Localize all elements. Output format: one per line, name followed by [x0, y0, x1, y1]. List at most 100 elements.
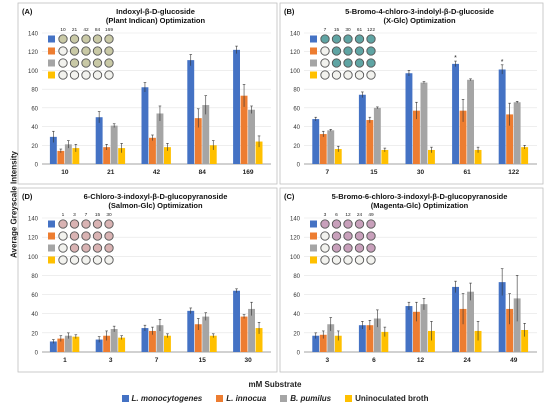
x-tick-label: 15 [370, 169, 378, 176]
well-circle [92, 243, 103, 253]
well-circle [92, 70, 103, 80]
bar [240, 316, 248, 352]
y-tick-label: 40 [31, 312, 38, 318]
well-concentration-label: 42 [83, 27, 89, 33]
legend-item-b-pumilus: B. pumilus [280, 394, 331, 403]
well-circle [331, 46, 342, 56]
well-circle [343, 231, 353, 241]
y-tick-label: 0 [35, 163, 39, 169]
y-tick-label: 140 [28, 32, 39, 38]
bar [110, 329, 118, 352]
well-circle [81, 255, 91, 265]
legend-swatch [345, 395, 353, 402]
well-circle [104, 255, 114, 265]
well-circle [354, 231, 365, 241]
well-circle [343, 70, 353, 80]
x-tick-label: 10 [61, 169, 69, 176]
y-tick-label: 20 [31, 331, 38, 337]
well-circle [58, 243, 68, 253]
well-row-swatch [310, 232, 317, 240]
bar [420, 304, 428, 352]
bar [428, 149, 435, 164]
well-circle [343, 255, 353, 265]
bar [513, 102, 521, 164]
bar [358, 325, 366, 352]
y-tick-label: 0 [35, 351, 39, 357]
bar [319, 334, 327, 352]
well-circle [366, 58, 376, 68]
well-concentration-label: 24 [357, 212, 363, 218]
bar [373, 107, 381, 164]
well-concentration-label: 1 [62, 212, 65, 218]
well-row-swatch [48, 256, 55, 264]
well-circle [104, 58, 114, 68]
well-circle [58, 70, 68, 80]
well-row-swatch [310, 47, 317, 55]
well-concentration-label: 169 [105, 27, 113, 33]
panel-letter: (B) [284, 7, 295, 16]
legend-swatch [121, 395, 129, 402]
bar [334, 335, 342, 352]
bar [118, 148, 126, 164]
well-circle [58, 231, 68, 241]
legend-label: L. monocytogenes [131, 394, 203, 403]
well-circle [58, 34, 68, 44]
x-tick-label: 12 [417, 357, 425, 364]
well-concentration-label: 15 [95, 212, 101, 218]
well-row-swatch [310, 220, 317, 228]
well-circle [69, 58, 80, 68]
bar [57, 338, 65, 352]
bar [255, 141, 263, 164]
well-circle [320, 34, 330, 44]
bar [156, 325, 164, 352]
bar [312, 119, 320, 164]
well-row-swatch [48, 232, 55, 240]
well-circle [331, 255, 342, 265]
y-tick-label: 140 [28, 217, 39, 223]
well-concentration-label: 3 [73, 212, 76, 218]
x-tick-label: 49 [510, 357, 518, 364]
well-circle [81, 34, 91, 44]
bar [49, 341, 57, 352]
bar [164, 335, 171, 352]
bar [405, 73, 413, 164]
well-circle [92, 58, 103, 68]
legend-swatch [280, 395, 288, 402]
well-concentration-label: 10 [60, 27, 66, 33]
x-tick-label: 3 [325, 357, 329, 364]
global-x-axis-label: mM Substrate [248, 380, 302, 389]
bar [366, 120, 374, 164]
well-row-swatch [310, 256, 317, 264]
well-concentration-label: 30 [106, 212, 112, 218]
well-circle [343, 219, 353, 229]
well-circle [354, 219, 365, 229]
panel-title: Indoxyl-β-D-glucoside [116, 7, 195, 16]
well-circle [320, 231, 330, 241]
legend-label: B. pumilus [290, 394, 332, 403]
y-tick-label: 60 [31, 293, 38, 299]
well-concentration-label: 21 [72, 27, 78, 33]
well-circle [58, 255, 68, 265]
well-concentration-label: 12 [345, 212, 351, 218]
bar [233, 290, 240, 352]
well-row-swatch [310, 244, 317, 252]
chart-panel: (D) 6-Chloro-3-indoxyl-β-D-glucopyranosid… [17, 187, 278, 373]
bar [381, 331, 389, 352]
well-circle [366, 243, 376, 253]
bar [240, 95, 248, 164]
y-tick-label: 120 [290, 50, 301, 56]
y-tick-label: 100 [28, 255, 39, 261]
y-tick-label: 120 [290, 236, 301, 242]
y-tick-label: 40 [293, 125, 300, 131]
well-circle [92, 46, 103, 56]
bar [381, 149, 389, 164]
bar [459, 308, 467, 352]
chart-panel: (C) 5-Bromo-6-chloro-3-indoxyl-β-D-glucop… [279, 187, 544, 373]
well-circle [69, 243, 80, 253]
bar [255, 328, 263, 352]
y-tick-label: 60 [293, 106, 300, 112]
well-circle [320, 255, 330, 265]
well-concentration-label: 7 [85, 212, 88, 218]
well-circle [92, 231, 103, 241]
